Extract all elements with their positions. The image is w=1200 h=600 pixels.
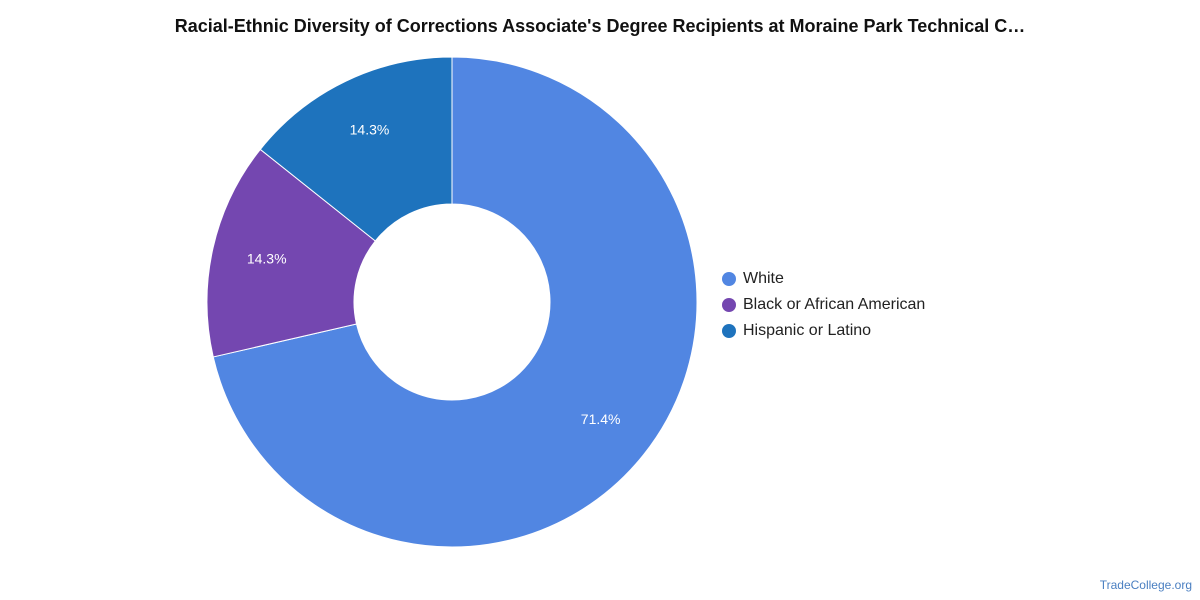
slices-group <box>206 56 698 548</box>
legend-label: Black or African American <box>743 296 926 313</box>
legend-item-white[interactable]: White <box>722 266 925 292</box>
legend-swatch <box>722 272 736 286</box>
slice-white[interactable] <box>212 56 698 548</box>
watermark: TradeCollege.org <box>1099 578 1192 592</box>
legend-item-black-or-african-american[interactable]: Black or African American <box>722 292 925 318</box>
legend: White Black or African American Hispanic… <box>722 266 925 344</box>
legend-swatch <box>722 324 736 338</box>
legend-label: Hispanic or Latino <box>743 322 872 339</box>
slice-value-label: 14.3% <box>350 122 390 138</box>
labels-group: 71.4% 14.3% 14.3% <box>247 122 621 427</box>
slice-black-or-african-american[interactable] <box>206 148 377 358</box>
legend-swatch <box>722 298 736 312</box>
legend-label: White <box>743 270 784 287</box>
slice-value-label: 14.3% <box>247 251 287 267</box>
slice-value-label: 71.4% <box>581 411 621 427</box>
chart-title: Racial-Ethnic Diversity of Corrections A… <box>174 16 1026 36</box>
legend-item-hispanic-or-latino[interactable]: Hispanic or Latino <box>722 318 925 344</box>
slice-hispanic-or-latino[interactable] <box>259 56 453 242</box>
